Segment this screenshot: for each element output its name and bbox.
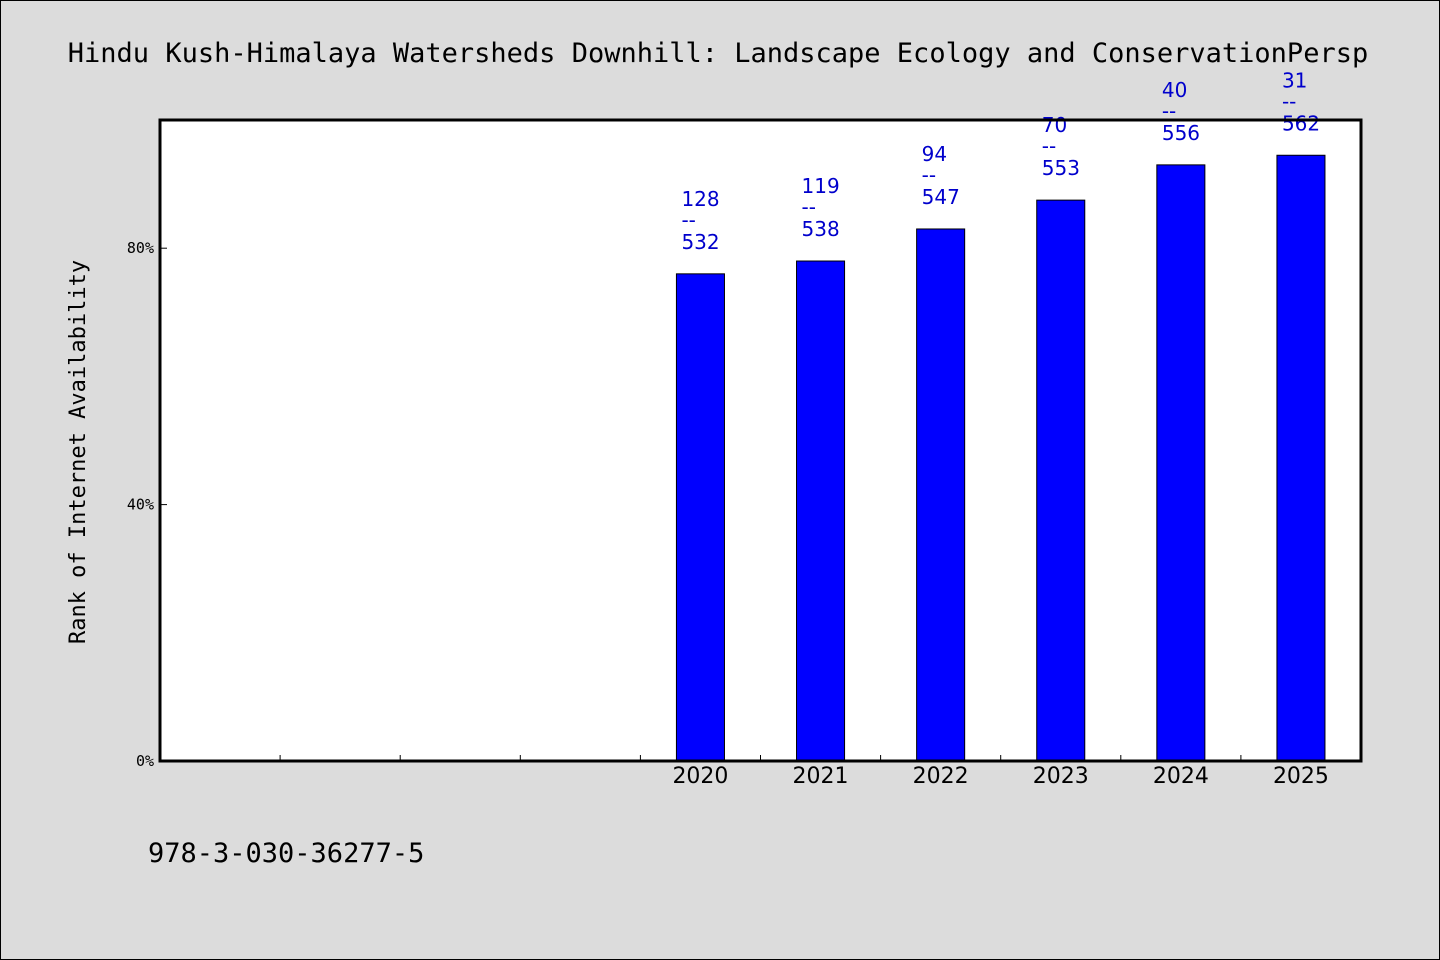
data-label-2022-separator: -- — [922, 163, 936, 187]
y-tick-label-80%: 80% — [127, 239, 154, 257]
bar-2020 — [675, 273, 725, 762]
data-label-2022-rank: 94 — [922, 142, 947, 166]
data-label-2024-separator: -- — [1162, 99, 1176, 123]
y-axis-label: Rank of Internet Availability — [66, 260, 91, 644]
y-tick-label-40%: 40% — [127, 496, 154, 514]
bar-2025 — [1276, 154, 1326, 762]
x-tick-label-2023: 2023 — [1033, 764, 1089, 789]
bar-2024 — [1156, 164, 1206, 762]
chart-title: Hindu Kush-Himalaya Watersheds Downhill:… — [68, 38, 1368, 69]
plot-border — [158, 118, 1363, 763]
data-label-2021-total: 538 — [802, 217, 840, 241]
bars-layer — [675, 154, 1326, 762]
data-label-2025-separator: -- — [1282, 89, 1296, 113]
x-tick-label-2021: 2021 — [793, 764, 849, 789]
bar-2022 — [916, 228, 966, 762]
data-label-2023-separator: -- — [1042, 134, 1056, 158]
bar-2021 — [796, 260, 846, 762]
data-label-2023-total: 553 — [1042, 156, 1080, 180]
data-label-2020-separator: -- — [681, 208, 695, 232]
x-tick-label-2024: 2024 — [1153, 764, 1209, 789]
data-label-2023-rank: 70 — [1042, 113, 1067, 137]
ticks-layer: 2020 2021 2022 2023 2024 2025 0% 40% 80% — [127, 239, 1329, 789]
data-label-2020-total: 532 — [681, 230, 719, 254]
data-label-2025-rank: 31 — [1282, 68, 1307, 92]
data-label-2022-total: 547 — [922, 185, 960, 209]
data-label-2021-separator: -- — [802, 195, 816, 219]
data-label-2024-rank: 40 — [1162, 78, 1187, 102]
x-tick-label-2020: 2020 — [672, 764, 728, 789]
data-label-2020-rank: 128 — [681, 187, 719, 211]
isbn-footer: 978-3-030-36277-5 — [148, 838, 424, 869]
bar-2023 — [1036, 199, 1086, 762]
data-label-2024-total: 556 — [1162, 121, 1200, 145]
x-tick-label-2025: 2025 — [1273, 764, 1329, 789]
y-tick-label-0%: 0% — [136, 752, 154, 770]
data-labels-layer: 128--532119--53894--54770--55340--55631-… — [681, 68, 1320, 254]
data-label-2025-total: 562 — [1282, 111, 1320, 135]
x-tick-label-2022: 2022 — [913, 764, 969, 789]
data-label-2021-rank: 119 — [802, 174, 840, 198]
